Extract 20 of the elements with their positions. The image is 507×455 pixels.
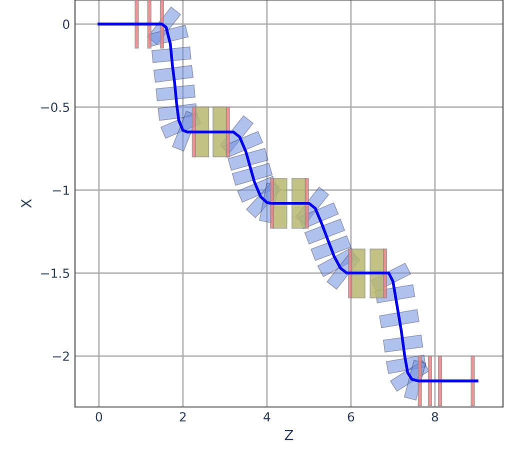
y-tick-label: 0 xyxy=(63,20,70,29)
bar xyxy=(147,0,152,48)
x-tick-label: 0 xyxy=(96,412,102,422)
line-series xyxy=(98,22,478,382)
y-tick-label: −1.5 xyxy=(41,268,70,278)
x-tick-label: 8 xyxy=(432,412,438,422)
x-tick-label: 4 xyxy=(264,412,270,422)
x-tick-label: 2 xyxy=(180,412,186,422)
y-tick-label: −2 xyxy=(53,352,69,361)
y-tick-label: −1 xyxy=(53,186,69,195)
y-tick-label: −0.5 xyxy=(41,102,70,112)
bar xyxy=(470,356,475,406)
bar xyxy=(418,356,422,406)
bar xyxy=(160,0,164,48)
bar xyxy=(438,356,442,406)
bar xyxy=(134,0,139,48)
y-axis-title: X xyxy=(21,199,32,208)
bar xyxy=(428,356,432,406)
x-tick-label: 6 xyxy=(348,412,354,422)
x-axis-title: Z xyxy=(284,430,294,440)
